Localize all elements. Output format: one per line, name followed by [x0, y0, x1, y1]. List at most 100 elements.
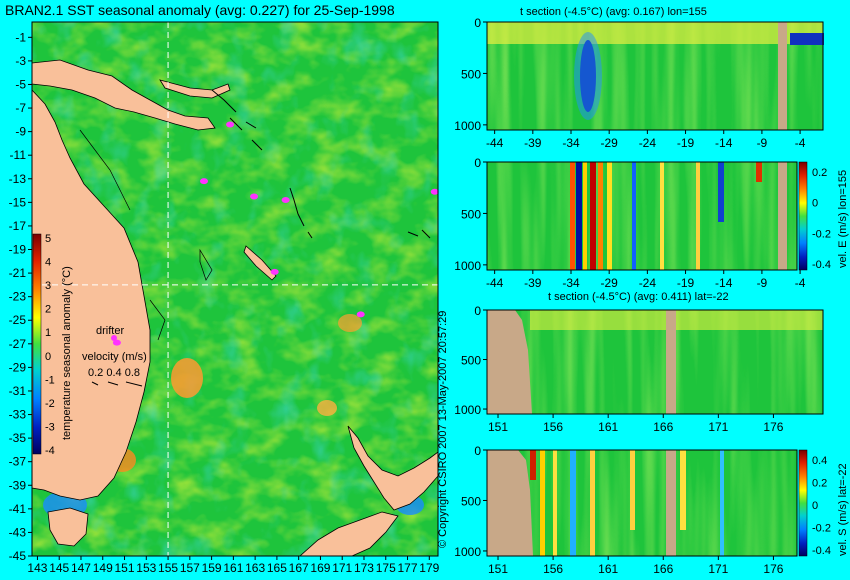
section-colorbar-tick-label: -0.4	[812, 545, 831, 557]
map-y-tick-label: -23	[9, 290, 27, 304]
section-x-tick-label: -44	[486, 276, 504, 290]
legend-velocity-label: velocity (m/s)	[82, 351, 147, 363]
section-y-tick-label: 1000	[454, 403, 481, 417]
sec4-jets	[530, 450, 724, 556]
map-x-tick-label: 173	[354, 561, 374, 575]
map-x-tick-label: 147	[71, 561, 91, 575]
section-colorbar-tick-label: -0.2	[812, 228, 831, 240]
map-y-tick-label: -15	[9, 195, 27, 209]
sec4-streaks	[487, 450, 797, 556]
drifter-marker	[112, 339, 121, 346]
sec1-land-strip	[778, 22, 787, 130]
section-x-tick-label: 171	[708, 562, 728, 576]
sec3-land-shelf	[487, 310, 532, 414]
map-y-tick-label: -9	[15, 125, 26, 139]
section-y-tick-label: 0	[474, 16, 481, 30]
drifter-markers	[112, 121, 439, 346]
sec2-colorbar	[798, 161, 808, 271]
section-colorbar-tick-label: 0.2	[812, 167, 827, 179]
section-y-tick-label: 1000	[454, 259, 481, 273]
drifter-marker	[430, 188, 439, 195]
section-x-tick-label: 161	[598, 562, 618, 576]
map-y-tick-label: -41	[9, 502, 27, 516]
map-y-tick-label: -1	[15, 30, 26, 44]
map-x-axis: 143 145 147 149 151 153 155 157 159 161 163 165 167 1…	[27, 556, 440, 575]
map-colorbar-tick-label: -3	[45, 421, 55, 433]
map-colorbar-tick-label: 2	[45, 304, 51, 316]
map-colorbar-ticks: 5 4 3 2 1 0 -1 -2 -3 -4	[45, 233, 55, 457]
section-x-tick-label: -24	[639, 276, 657, 290]
section-x-tick-label: -14	[715, 276, 733, 290]
sec4-colorbar-label: vel. S (m/s) lat=-22	[837, 463, 849, 556]
sec2-land-strip	[778, 162, 787, 270]
land-vanuatu	[289, 187, 313, 239]
map-y-tick-label: -27	[9, 337, 27, 351]
land-solomon-islands	[211, 89, 263, 151]
section-x-tick-label: -39	[524, 136, 542, 150]
sec3-surface-layer	[530, 310, 823, 330]
map-colorbar-tick-label: -4	[45, 445, 55, 457]
map-y-tick-label: -29	[9, 360, 27, 374]
section-x-tick-label: 156	[543, 562, 563, 576]
map-y-tick-label: -43	[9, 525, 27, 539]
section-y-tick-label: 1000	[454, 119, 481, 133]
section-x-tick-label: 171	[708, 420, 728, 434]
land-new-guinea	[31, 59, 216, 131]
section-x-tick-label: -24	[639, 136, 657, 150]
map-y-tick-label: -7	[15, 101, 26, 115]
map-colorbar-tick-label: -1	[45, 374, 55, 386]
section-x-tick-label: 151	[488, 420, 508, 434]
vel-s-section-panel: vel. S (m/s) lat=-22	[486, 449, 849, 557]
section-x-tick-label: -9	[757, 136, 768, 150]
sec4-frame	[486, 449, 798, 557]
sec2-jets	[570, 162, 762, 270]
drifter-marker	[270, 268, 279, 275]
section-y-tick-label: 500	[461, 207, 481, 221]
section-axes: -44 -39 -34 -29 -24 -19 -14 -9 -4 0 500 1000 -44 -39 -…	[454, 16, 831, 576]
land-new-britain	[159, 79, 231, 99]
map-x-tick-label: 163	[245, 561, 265, 575]
sec2-colorbar-label: vel. E (m/s) lon=155	[837, 170, 849, 268]
map-y-tick-label: -25	[9, 313, 27, 327]
reef-contours	[79, 129, 213, 341]
section-colorbar-tick-label: -0.2	[812, 523, 831, 535]
section-x-tick-label: -44	[486, 136, 504, 150]
section-y-tick-label: 500	[461, 67, 481, 81]
map-colorbar-tick-label: 0	[45, 351, 51, 363]
map-y-tick-label: -31	[9, 384, 27, 398]
legend-velocity-values: 0.2 0.4 0.8	[88, 367, 140, 379]
map-y-tick-label: -3	[15, 54, 26, 68]
map-x-tick-label: 171	[332, 561, 352, 575]
map-colorbar-tick-label: 3	[45, 280, 51, 292]
vel-e-section-panel: vel. E (m/s) lon=155	[486, 161, 849, 271]
section-colorbar-tick-label: 0	[812, 500, 818, 512]
sec2-streaks	[487, 162, 797, 270]
drifter-marker	[199, 178, 208, 185]
sec1-cold-halo	[574, 32, 602, 120]
map-frame	[31, 21, 439, 557]
section-y-tick-label: 0	[474, 444, 481, 458]
section-x-tick-label: -14	[715, 136, 733, 150]
map-colorbar-tick-label: 4	[45, 257, 51, 269]
t-section-lon-panel: t section (-4.5°C) (avg: 0.167) lon=155	[486, 6, 824, 131]
copyright-credit: © Copyright CSIRO 2007 13-May-2007 20:57…	[437, 311, 449, 548]
map-x-tick-label: 177	[398, 561, 418, 575]
section-x-tick-label: -19	[677, 276, 695, 290]
section-colorbar-tick-label: 0.2	[812, 478, 827, 490]
sec3-land-strip	[666, 310, 676, 414]
section-x-tick-label: -34	[562, 136, 580, 150]
map-title: BRAN2.1 SST seasonal anomaly (avg: 0.227…	[5, 2, 395, 18]
section-x-tick-label: 156	[543, 420, 563, 434]
map-x-tick-label: 165	[267, 561, 287, 575]
map-y-tick-label: -5	[15, 77, 26, 91]
map-x-tick-label: 167	[289, 561, 309, 575]
section-y-tick-label: 0	[474, 156, 481, 170]
sec3-frame	[486, 309, 824, 415]
map-x-tick-label: 151	[115, 561, 135, 575]
map-x-tick-label: 145	[49, 561, 69, 575]
drifter-marker	[250, 193, 259, 200]
map-y-tick-label: -35	[9, 431, 27, 445]
map-y-tick-label: -11	[10, 148, 27, 162]
section-y-tick-label: 1000	[454, 545, 481, 559]
